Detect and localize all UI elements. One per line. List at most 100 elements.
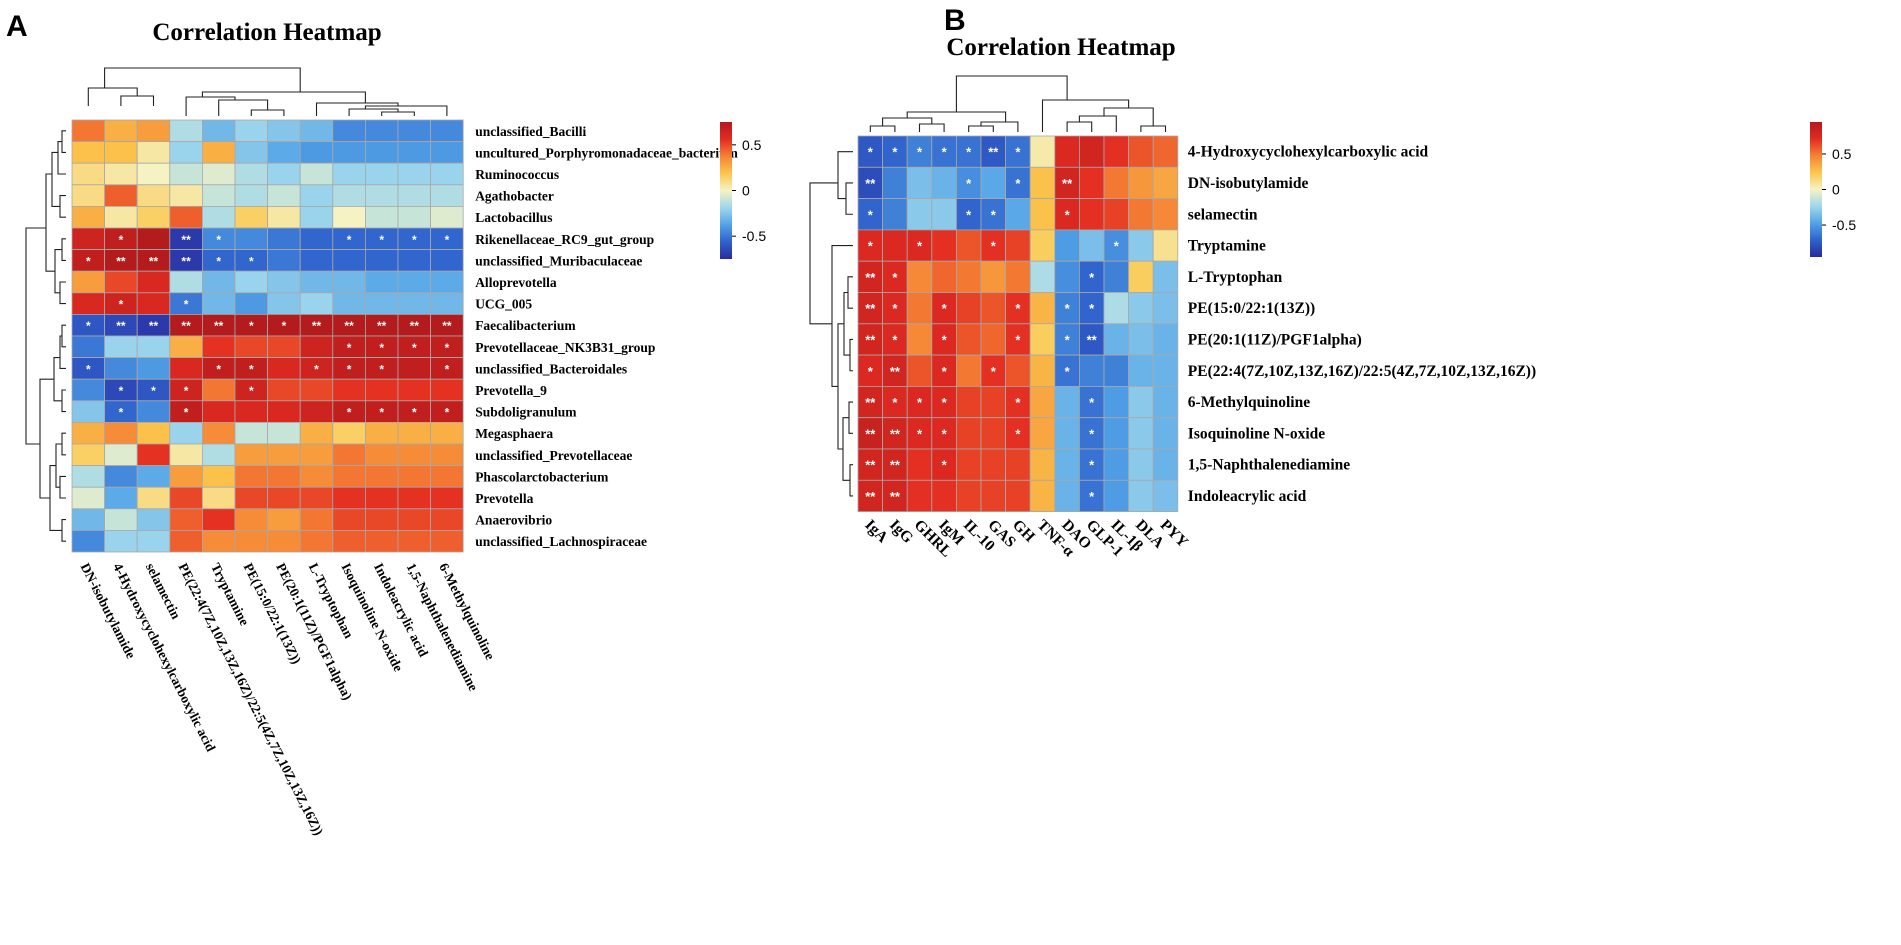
heatmap-cell bbox=[136, 508, 171, 531]
heatmap-cell bbox=[201, 486, 236, 510]
heatmap-cell bbox=[1128, 448, 1154, 481]
row-label: Ruminococcus bbox=[475, 167, 559, 182]
column-label: IgA bbox=[861, 516, 891, 546]
dendrogram bbox=[250, 109, 285, 116]
heatmap-cell bbox=[956, 448, 982, 481]
row-label: Isoquinoline N-oxide bbox=[1188, 425, 1326, 442]
heatmap-cell bbox=[1054, 166, 1080, 200]
significance-marker: * bbox=[1065, 207, 1071, 222]
heatmap-cell bbox=[1103, 135, 1130, 168]
heatmap-cell bbox=[430, 270, 464, 294]
heatmap-cell bbox=[397, 249, 431, 272]
heatmap-cell bbox=[299, 443, 334, 467]
significance-marker: * bbox=[868, 239, 874, 254]
significance-marker: ** bbox=[1062, 176, 1073, 191]
significance-marker: ** bbox=[890, 364, 901, 379]
heatmap-cell bbox=[332, 205, 366, 229]
heatmap-cell bbox=[104, 486, 138, 510]
significance-marker: * bbox=[991, 364, 997, 379]
heatmap-cell bbox=[430, 205, 464, 229]
significance-marker: * bbox=[347, 233, 352, 247]
heatmap-cell bbox=[136, 205, 171, 229]
heatmap-cell bbox=[136, 270, 171, 294]
heatmap-cell bbox=[364, 119, 399, 143]
row-label: Alloprevotella bbox=[475, 275, 557, 290]
significance-marker: * bbox=[445, 362, 450, 376]
heatmap-cell bbox=[1152, 354, 1179, 387]
heatmap-cell bbox=[234, 205, 268, 229]
dendrogram bbox=[980, 121, 1019, 132]
heatmap-cell bbox=[364, 508, 399, 531]
heatmap-cell bbox=[906, 448, 933, 481]
significance-marker: * bbox=[86, 319, 91, 333]
heatmap-cell bbox=[931, 198, 957, 231]
heatmap-cell bbox=[1079, 292, 1105, 325]
heatmap-cell bbox=[267, 335, 301, 359]
heatmap-cell bbox=[299, 465, 334, 488]
heatmap-cell bbox=[332, 465, 366, 488]
heatmap-cell bbox=[397, 443, 431, 467]
heatmap-cell bbox=[299, 421, 334, 445]
significance-marker: ** bbox=[442, 319, 452, 333]
significance-marker: * bbox=[1015, 301, 1021, 316]
heatmap-cell bbox=[169, 443, 203, 467]
heatmap-cell bbox=[931, 448, 957, 481]
heatmap-cell bbox=[882, 135, 908, 168]
row-label: PE(22:4(7Z,10Z,13Z,16Z)/22:5(4Z,7Z,10Z,1… bbox=[1188, 363, 1536, 380]
significance-marker: ** bbox=[890, 489, 901, 504]
dendrogram bbox=[831, 245, 853, 387]
significance-marker: ** bbox=[865, 332, 876, 347]
heatmap-cell bbox=[882, 417, 908, 450]
significance-marker: * bbox=[1114, 239, 1120, 254]
row-label: Prevotella bbox=[475, 491, 533, 506]
heatmap-cell bbox=[267, 292, 301, 315]
dendrogram bbox=[61, 519, 66, 542]
dendrogram bbox=[869, 125, 896, 132]
significance-marker: * bbox=[1065, 332, 1071, 347]
heatmap-cell bbox=[267, 184, 301, 207]
heatmap-cell bbox=[104, 530, 138, 553]
heatmap-cell bbox=[956, 385, 982, 419]
heatmap-cell bbox=[980, 229, 1007, 262]
heatmap-cell bbox=[857, 292, 884, 325]
significance-marker: * bbox=[379, 341, 384, 355]
significance-marker: * bbox=[347, 341, 352, 355]
significance-marker: ** bbox=[181, 254, 191, 268]
heatmap-cell bbox=[136, 227, 171, 251]
heatmap-cell bbox=[906, 198, 933, 231]
heatmap-cell bbox=[980, 479, 1007, 512]
heatmap-cell bbox=[104, 119, 138, 143]
significance-marker: ** bbox=[214, 319, 224, 333]
heatmap-cell bbox=[201, 184, 236, 207]
heatmap-cell bbox=[980, 385, 1007, 419]
heatmap-cell bbox=[906, 354, 933, 387]
heatmap-cell bbox=[397, 421, 431, 445]
heatmap-cell bbox=[364, 249, 399, 272]
heatmap-cell bbox=[299, 205, 334, 229]
heatmap-cell bbox=[430, 530, 464, 553]
heatmap-cell bbox=[299, 162, 334, 186]
heatmap-cell bbox=[980, 260, 1007, 293]
heatmap-cell bbox=[267, 508, 301, 531]
significance-marker: * bbox=[86, 254, 91, 268]
significance-marker: ** bbox=[116, 254, 126, 268]
heatmap-cell bbox=[104, 162, 138, 186]
dendrogram bbox=[809, 182, 838, 325]
heatmap-cell bbox=[332, 162, 366, 186]
heatmap-cell bbox=[1103, 417, 1130, 450]
heatmap-cell bbox=[1128, 260, 1154, 293]
dendrogram bbox=[59, 195, 66, 218]
dendrogram bbox=[968, 125, 994, 132]
heatmap-cell bbox=[332, 443, 366, 467]
significance-marker: * bbox=[868, 364, 874, 379]
heatmap-cell bbox=[430, 378, 464, 402]
heatmap-cell bbox=[299, 530, 334, 553]
heatmap-cell bbox=[1079, 448, 1105, 481]
heatmap-cell bbox=[201, 443, 236, 467]
heatmap-cell bbox=[71, 421, 105, 445]
significance-marker: * bbox=[942, 395, 948, 410]
significance-marker: * bbox=[119, 406, 124, 420]
heatmap-cell bbox=[267, 400, 301, 423]
significance-marker: * bbox=[1065, 364, 1071, 379]
